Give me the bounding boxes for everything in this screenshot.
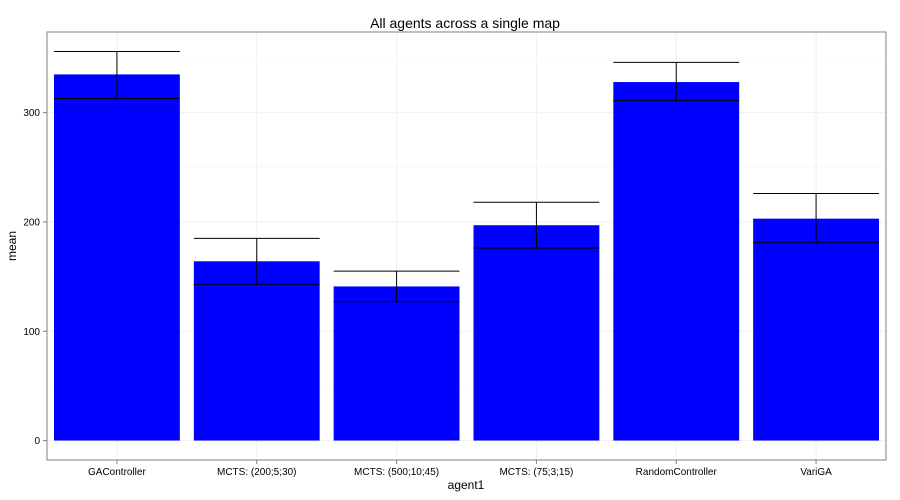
bar bbox=[473, 225, 600, 441]
y-axis: 0 100 200 300 bbox=[23, 108, 47, 447]
x-tick-label: MCTS: (200;5;30) bbox=[217, 467, 296, 478]
bar bbox=[193, 261, 320, 441]
x-tick-label: GAController bbox=[88, 467, 146, 478]
x-axis-title: agent1 bbox=[448, 478, 485, 492]
y-tick-label: 0 bbox=[34, 436, 40, 447]
chart-title: All agents across a single map bbox=[370, 15, 560, 31]
x-tick-label: VariGA bbox=[800, 467, 832, 478]
bar bbox=[333, 286, 460, 441]
y-axis-title: mean bbox=[5, 231, 19, 261]
bar bbox=[753, 218, 880, 441]
x-tick-label: RandomController bbox=[636, 467, 718, 478]
bar bbox=[613, 82, 740, 441]
error-bars bbox=[53, 50, 880, 303]
bar bbox=[53, 74, 180, 441]
bars bbox=[53, 74, 880, 441]
y-tick-label: 300 bbox=[23, 108, 40, 119]
x-axis: GAController MCTS: (200;5;30) MCTS: (500;1… bbox=[88, 460, 832, 478]
y-tick-label: 200 bbox=[23, 217, 40, 228]
plot-panel-border bbox=[46, 31, 887, 461]
y-tick-label: 100 bbox=[23, 327, 40, 338]
x-tick-label: MCTS: (75;3;15) bbox=[499, 467, 573, 478]
x-tick-label: MCTS: (500;10;45) bbox=[354, 467, 439, 478]
